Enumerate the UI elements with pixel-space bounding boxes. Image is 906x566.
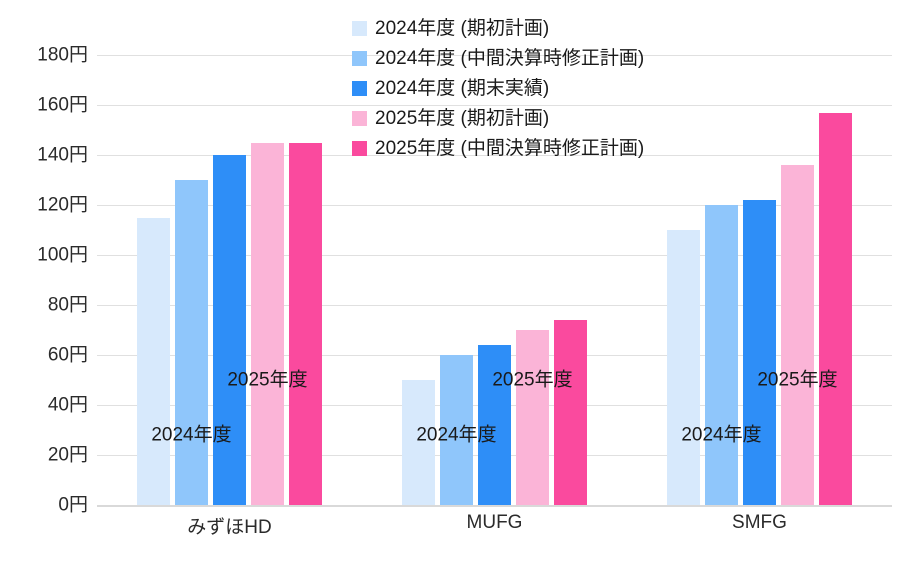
bar[interactable] — [705, 205, 738, 505]
legend-item[interactable]: 2025年度 (期初計画) — [352, 106, 644, 130]
y-axis-tick-label: 0円 — [58, 494, 88, 516]
bar-group-annotation: 2025年度 — [492, 369, 573, 391]
x-axis-category-label: みずほHD — [187, 517, 272, 538]
gridline — [97, 155, 892, 156]
bar[interactable] — [667, 230, 700, 505]
legend-swatch-icon — [352, 110, 367, 126]
gridline — [97, 305, 892, 306]
bar-group-annotation: 2024年度 — [151, 424, 232, 446]
legend-swatch-icon — [352, 140, 367, 156]
bar[interactable] — [440, 355, 473, 505]
bar[interactable] — [213, 155, 246, 505]
x-axis-category-label: MUFG — [466, 512, 523, 533]
legend-item[interactable]: 2024年度 (期末実績) — [352, 76, 644, 100]
bar[interactable] — [554, 320, 587, 505]
bar-group — [667, 55, 852, 505]
gridline — [97, 105, 892, 106]
legend-item-label: 2024年度 (期初計画) — [375, 17, 550, 39]
legend-item[interactable]: 2024年度 (期初計画) — [352, 16, 644, 40]
bar-group-annotation: 2024年度 — [681, 424, 762, 446]
bar-group — [402, 55, 587, 505]
gridline — [97, 255, 892, 256]
legend-item[interactable]: 2024年度 (中間決算時修正計画) — [352, 46, 644, 70]
bar[interactable] — [516, 330, 549, 505]
bar[interactable] — [175, 180, 208, 505]
legend-swatch-icon — [352, 80, 367, 96]
legend-swatch-icon — [352, 50, 367, 66]
bar-group-annotation: 2024年度 — [416, 424, 497, 446]
y-axis-tick-label: 180円 — [37, 44, 88, 66]
bar[interactable] — [781, 165, 814, 505]
legend-item-label: 2025年度 (中間決算時修正計画) — [375, 137, 645, 159]
gridline — [97, 55, 892, 56]
legend-item-label: 2024年度 (中間決算時修正計画) — [375, 47, 645, 69]
y-axis-tick-label: 20円 — [47, 444, 88, 466]
y-axis: 180円 160円 140円 120円 100円 80円 60円 40円 20円 0円 — [0, 0, 88, 566]
y-axis-tick-label: 40円 — [47, 394, 88, 416]
bar[interactable] — [402, 380, 435, 505]
bar-group — [137, 55, 322, 505]
bar[interactable] — [819, 112, 852, 505]
legend-item[interactable]: 2025年度 (中間決算時修正計画) — [352, 136, 644, 160]
bar-group-annotation: 2025年度 — [757, 369, 838, 391]
y-axis-tick-label: 120円 — [37, 194, 88, 216]
y-axis-tick-label: 60円 — [47, 344, 88, 366]
bar[interactable] — [251, 142, 284, 505]
chart-legend: 2024年度 (期初計画) 2024年度 (中間決算時修正計画) 2024年度 (期… — [352, 16, 644, 160]
legend-item-label: 2024年度 (期末実績) — [375, 77, 550, 99]
y-axis-tick-label: 100円 — [37, 244, 88, 266]
gridline — [97, 205, 892, 206]
legend-item-label: 2025年度 (期初計画) — [375, 107, 550, 129]
legend-swatch-icon — [352, 20, 367, 36]
bar-group-annotation: 2025年度 — [227, 369, 308, 391]
x-axis-category-label: SMFG — [732, 512, 787, 533]
y-axis-tick-label: 160円 — [37, 94, 88, 116]
y-axis-tick-label: 80円 — [47, 294, 88, 316]
y-axis-tick-label: 140円 — [37, 144, 88, 166]
bar[interactable] — [743, 200, 776, 505]
bar[interactable] — [289, 142, 322, 505]
x-axis-baseline — [97, 505, 892, 507]
plot-area: 2024年度 2025年度 2024年度 2025年度 2024年度 2025年度 — [97, 55, 892, 505]
bar[interactable] — [137, 217, 170, 505]
bar[interactable] — [478, 345, 511, 505]
